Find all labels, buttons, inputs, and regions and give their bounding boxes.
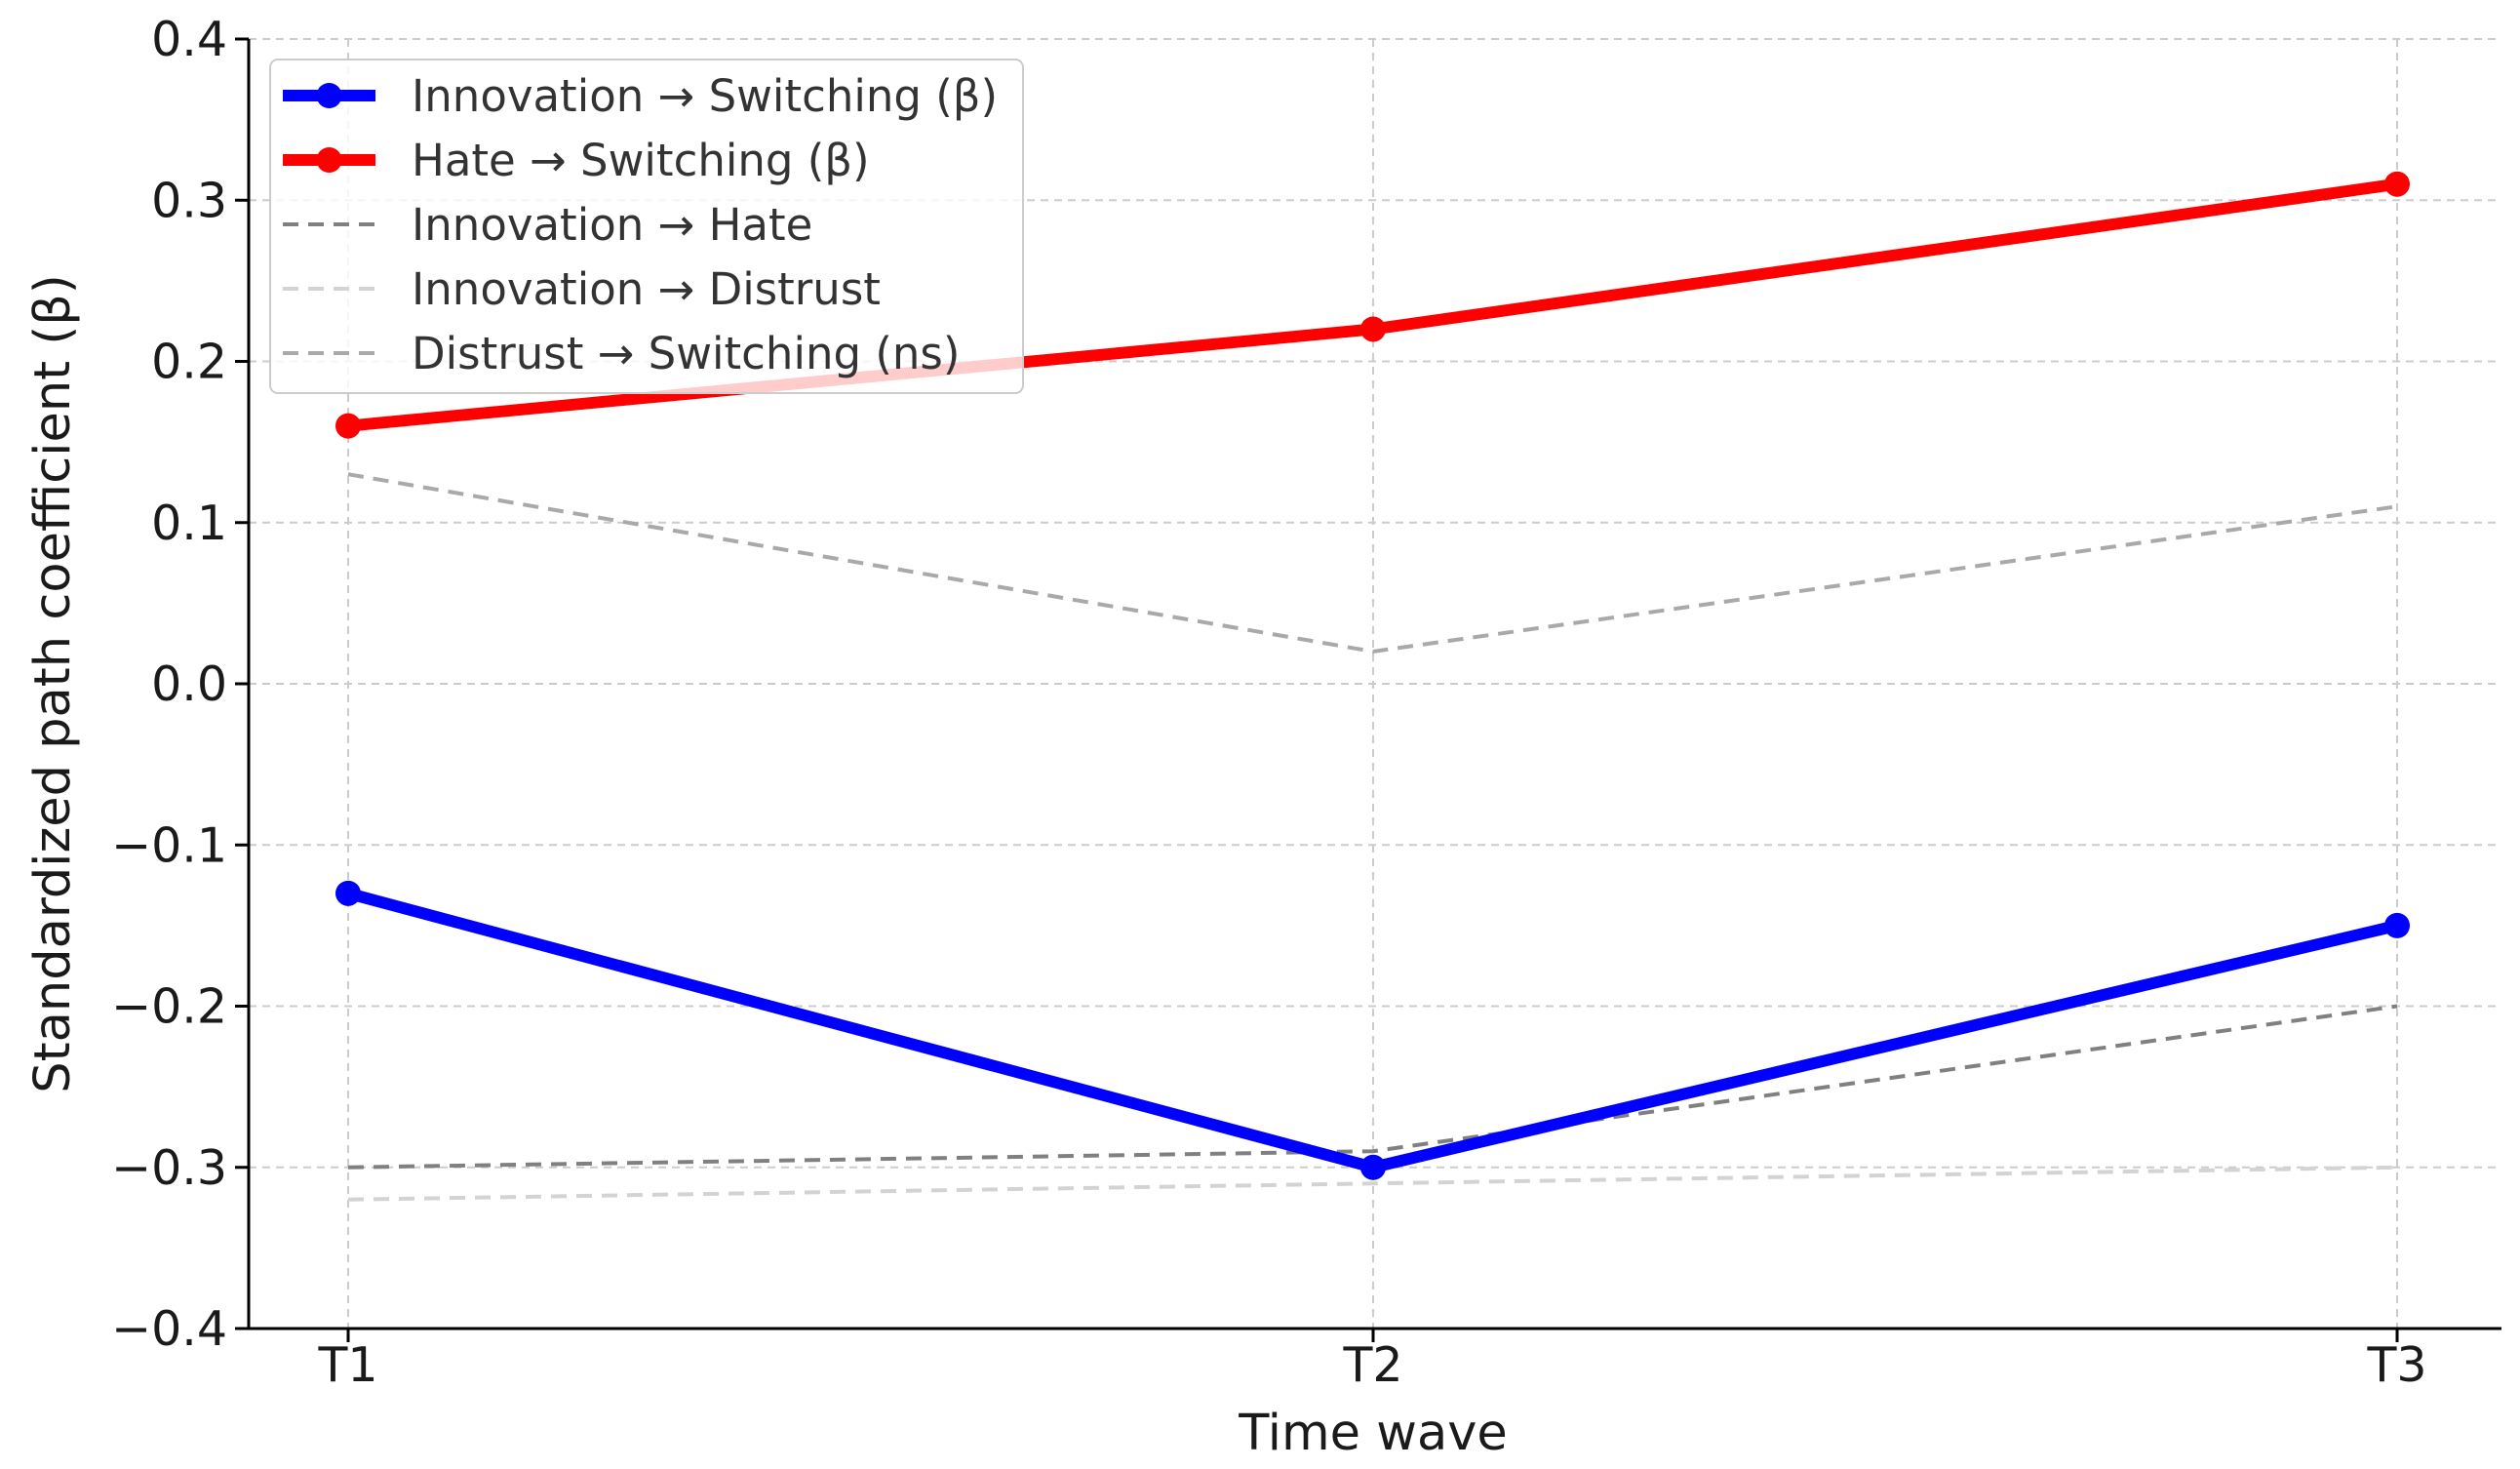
series-1-point bbox=[335, 413, 361, 439]
legend-label-2: Innovation → Hate bbox=[412, 199, 812, 251]
y-tick-label: 0.2 bbox=[151, 335, 227, 390]
series-layer bbox=[335, 171, 2410, 1202]
x-tick-label: T1 bbox=[317, 1337, 377, 1393]
y-tick-label: −0.4 bbox=[111, 1301, 227, 1357]
legend-marker-0 bbox=[316, 83, 342, 108]
y-tick-label: 0.0 bbox=[151, 656, 227, 712]
y-tick-label: −0.3 bbox=[111, 1140, 227, 1196]
series-0-point bbox=[335, 880, 361, 906]
legend: Innovation → Switching (β) Hate → Switchi… bbox=[269, 59, 1024, 394]
y-tick-label: −0.2 bbox=[111, 979, 227, 1035]
legend-label-1: Hate → Switching (β) bbox=[412, 135, 870, 186]
series-0-point bbox=[1360, 1154, 1386, 1180]
legend-label-4: Distrust → Switching (ns) bbox=[412, 328, 960, 379]
series-line-4 bbox=[347, 472, 2398, 654]
series-1-point bbox=[1360, 316, 1386, 342]
series-line-3 bbox=[347, 1165, 2398, 1202]
legend-box bbox=[269, 59, 1024, 394]
series-1-point bbox=[2384, 171, 2410, 197]
x-axis-title: Time wave bbox=[1238, 1405, 1508, 1462]
y-axis-title: Standardized path coefficient (β) bbox=[24, 274, 82, 1092]
y-tick-label: −0.1 bbox=[111, 817, 227, 873]
x-tick-label: T3 bbox=[2366, 1337, 2426, 1393]
x-tick-label: T2 bbox=[1342, 1337, 1402, 1393]
y-tick-label: 0.4 bbox=[151, 12, 227, 67]
axes-layer: 0.4 0.3 0.2 0.1 0.0 −0.1 −0.2 −0.3 −0.4 T1 T2 T3 Tim… bbox=[24, 12, 2501, 1462]
legend-label-0: Innovation → Switching (β) bbox=[412, 70, 998, 122]
series-0-point bbox=[2384, 912, 2410, 938]
y-tick-label: 0.3 bbox=[151, 173, 227, 228]
legend-label-3: Innovation → Distrust bbox=[412, 263, 881, 315]
y-tick-label: 0.1 bbox=[151, 496, 227, 551]
legend-marker-1 bbox=[316, 147, 342, 173]
series-line-2 bbox=[347, 1004, 2398, 1170]
